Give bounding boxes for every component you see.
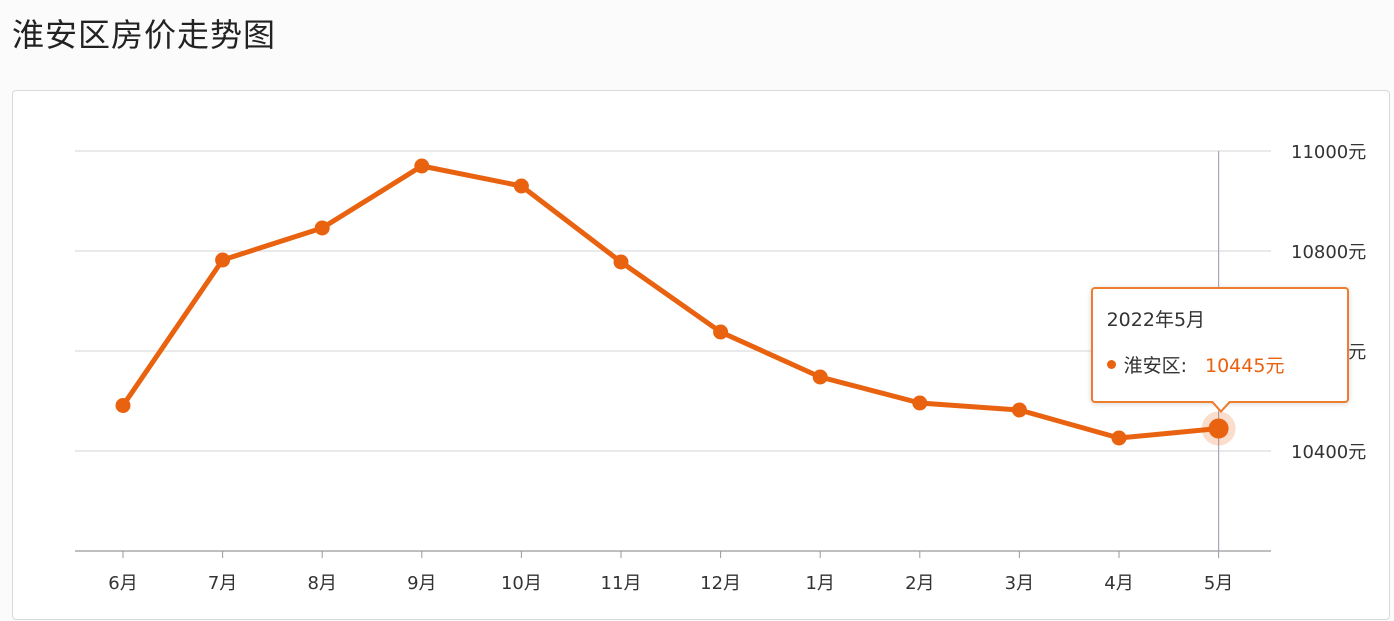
x-axis-labels: 6月 7月 8月 9月 10月 11月 12月 1月 2月 3月 4月 5月 — [108, 573, 1233, 594]
tooltip: 2022年5月 淮安区: 10445元 — [1090, 286, 1349, 413]
data-point — [1011, 402, 1027, 418]
tooltip-arrow-inner — [1211, 399, 1230, 410]
x-tick-label: 1月 — [805, 573, 834, 594]
x-tick-label: 8月 — [307, 573, 336, 594]
x-tick-label: 2月 — [905, 573, 934, 594]
x-tick-label: 5月 — [1204, 573, 1233, 594]
tooltip-row: 淮安区: 10445元 — [1106, 351, 1285, 378]
x-tick-label: 12月 — [700, 573, 741, 594]
data-point — [215, 252, 231, 268]
x-axis — [75, 550, 1271, 558]
x-tick-label: 3月 — [1005, 573, 1034, 594]
tooltip-value: 10445元 — [1205, 354, 1285, 377]
tooltip-series-name: 淮安区: — [1123, 354, 1187, 377]
y-tick-label: 10800元 — [1291, 242, 1366, 263]
data-point — [314, 220, 330, 236]
y-axis-labels: 10400元10600元10800元11000元 — [1291, 142, 1366, 463]
data-point — [713, 324, 729, 340]
chart-card: 10400元10600元10800元11000元 6月7月8月9月10月11月1… — [12, 90, 1390, 620]
data-point — [414, 158, 430, 174]
grid-lines — [75, 150, 1271, 452]
x-tick-label: 6月 — [108, 573, 137, 594]
data-point — [613, 254, 629, 270]
data-points — [115, 158, 1236, 446]
x-tick-label: 10月 — [501, 573, 542, 594]
y-tick-label: 11000元 — [1291, 142, 1366, 163]
x-tick-label: 9月 — [407, 573, 436, 594]
tooltip-title: 2022年5月 — [1106, 308, 1206, 331]
series-line — [120, 163, 1222, 441]
series-dot-icon — [1106, 359, 1116, 369]
x-tick-label: 4月 — [1104, 573, 1133, 594]
series-line-layer — [120, 163, 1222, 441]
data-point — [812, 369, 828, 385]
page-title: 淮安区房价走势图 — [12, 16, 277, 54]
y-tick-label: 10400元 — [1291, 442, 1366, 463]
data-point — [513, 178, 529, 194]
data-point — [1111, 430, 1127, 446]
data-point-highlighted — [1208, 418, 1229, 439]
x-tick-label: 11月 — [601, 573, 642, 594]
x-tick-label: 7月 — [208, 573, 237, 594]
data-point — [115, 398, 131, 413]
data-point — [912, 395, 928, 411]
